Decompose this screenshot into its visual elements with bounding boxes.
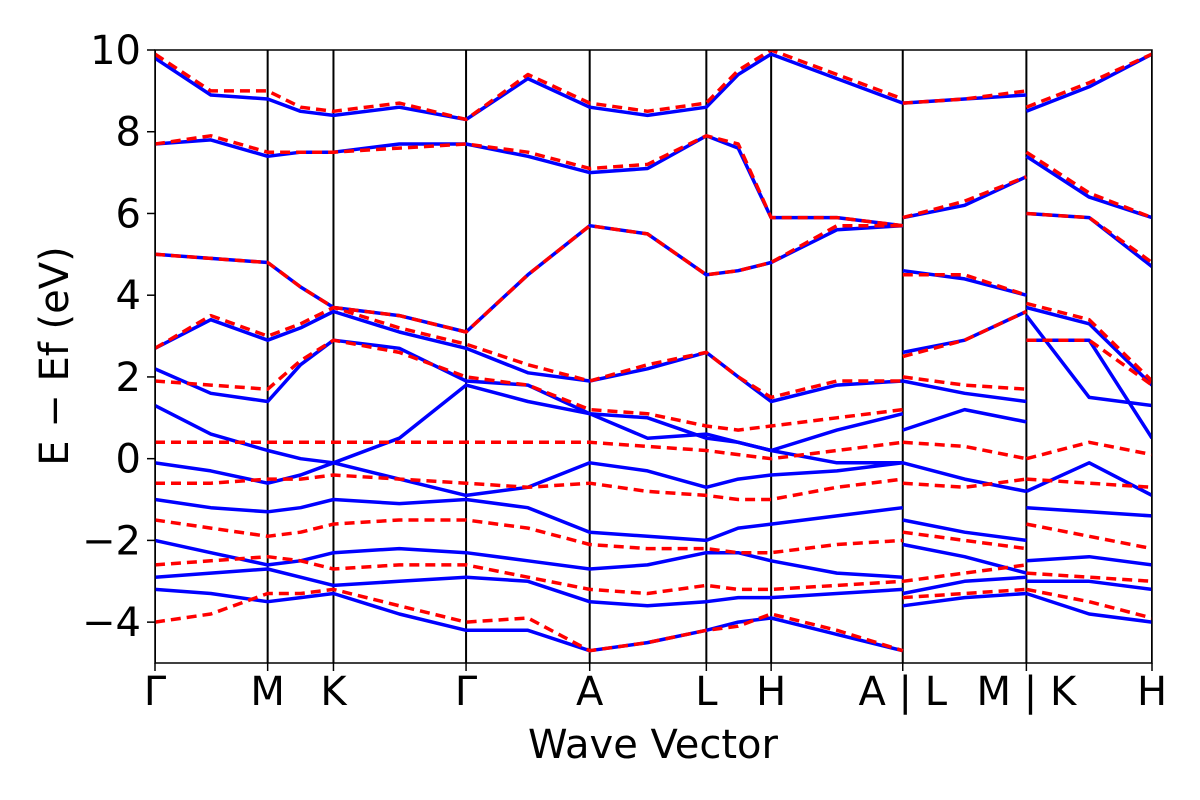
- band-line: [155, 134, 1152, 228]
- plot-area: [155, 50, 1152, 663]
- y-tick-label: 10: [90, 28, 141, 74]
- x-axis-label: Wave Vector: [528, 722, 779, 768]
- band-line: [155, 440, 1152, 461]
- x-tick-label: Γ: [455, 669, 478, 715]
- band-line: [155, 305, 1152, 404]
- x-tick-label: Γ: [144, 669, 167, 715]
- x-tick-label: H: [756, 669, 786, 715]
- y-tick-label: 4: [116, 273, 141, 319]
- band-line: [155, 134, 1152, 228]
- x-tick-label: L: [695, 669, 718, 715]
- x-tick-label: A: [576, 669, 604, 715]
- band-line: [155, 338, 1152, 432]
- y-tick-label: −2: [82, 518, 141, 564]
- y-tick-label: 2: [116, 355, 141, 401]
- band-line: [155, 587, 1152, 653]
- x-tick-label: M | K: [977, 669, 1078, 715]
- x-tick-label: K: [320, 669, 348, 715]
- band-line: [155, 473, 1152, 502]
- y-tick-label: −4: [82, 600, 141, 646]
- band-line: [155, 211, 1152, 334]
- y-axis-label: E − Ef (eV): [32, 246, 78, 465]
- band-line: [155, 554, 1152, 596]
- band-line: [155, 567, 1152, 608]
- x-tick-label: A | L: [858, 669, 947, 715]
- y-tick-label: 8: [116, 110, 141, 156]
- y-tick-label: 6: [116, 191, 141, 237]
- axes-frame: [154, 49, 1153, 664]
- band-line: [155, 518, 1152, 555]
- x-tick-label: M: [250, 669, 285, 715]
- y-tick-label: 0: [116, 437, 141, 483]
- band-line: [155, 314, 1152, 453]
- x-tick-label: H: [1137, 669, 1167, 715]
- band-line: [155, 301, 1152, 400]
- band-line: [155, 50, 1152, 122]
- band-line: [155, 497, 1152, 543]
- band-line: [155, 211, 1152, 334]
